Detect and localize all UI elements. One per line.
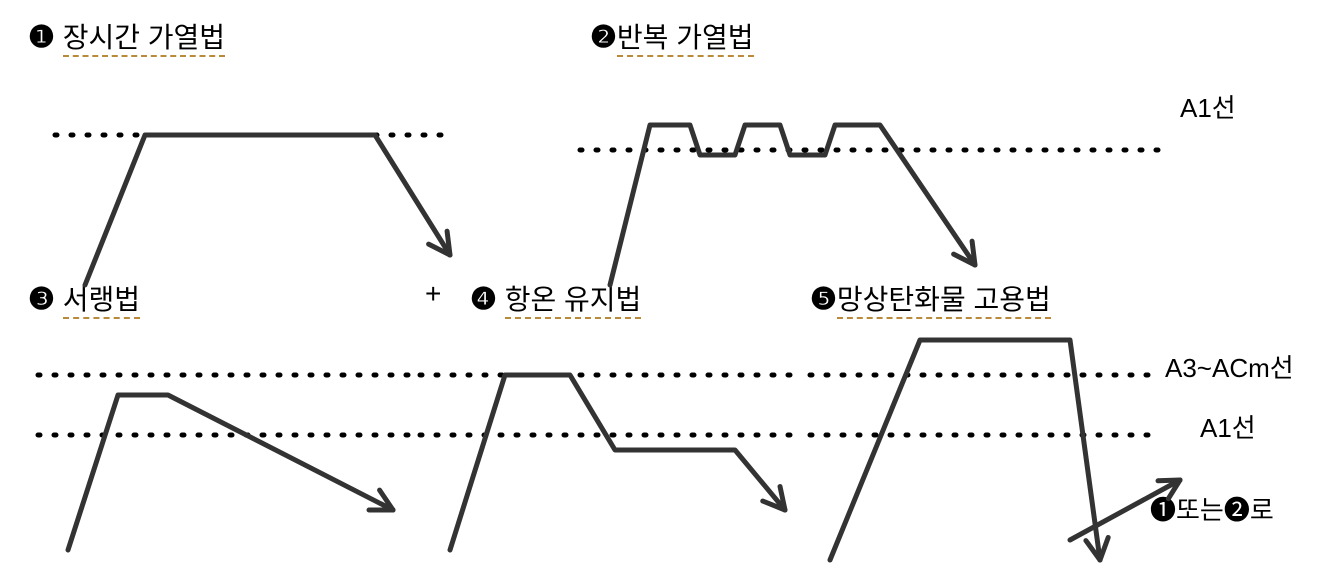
title-1-num: ❶: [28, 21, 55, 54]
chart-2: [580, 55, 1180, 295]
chart-3: [38, 320, 428, 570]
chart-1: [55, 55, 475, 295]
diagram-canvas: ❶ 장시간 가열법 ❷반복 가열법 ❸ 서랭법 + ❹ 항온 유지법 ❺망상탄화…: [0, 0, 1320, 580]
chart-4: [420, 320, 810, 570]
title-2-num: ❷: [590, 21, 617, 54]
label-a1-top: A1선: [1180, 88, 1236, 125]
title-2-text: 반복 가열법: [617, 22, 754, 57]
title-1: ❶ 장시간 가열법: [28, 16, 225, 56]
title-2: ❷반복 가열법: [590, 16, 754, 56]
chart-5: [810, 320, 1210, 580]
title-3-num: ❸: [28, 283, 55, 316]
title-1-text: 장시간 가열법: [63, 22, 225, 57]
